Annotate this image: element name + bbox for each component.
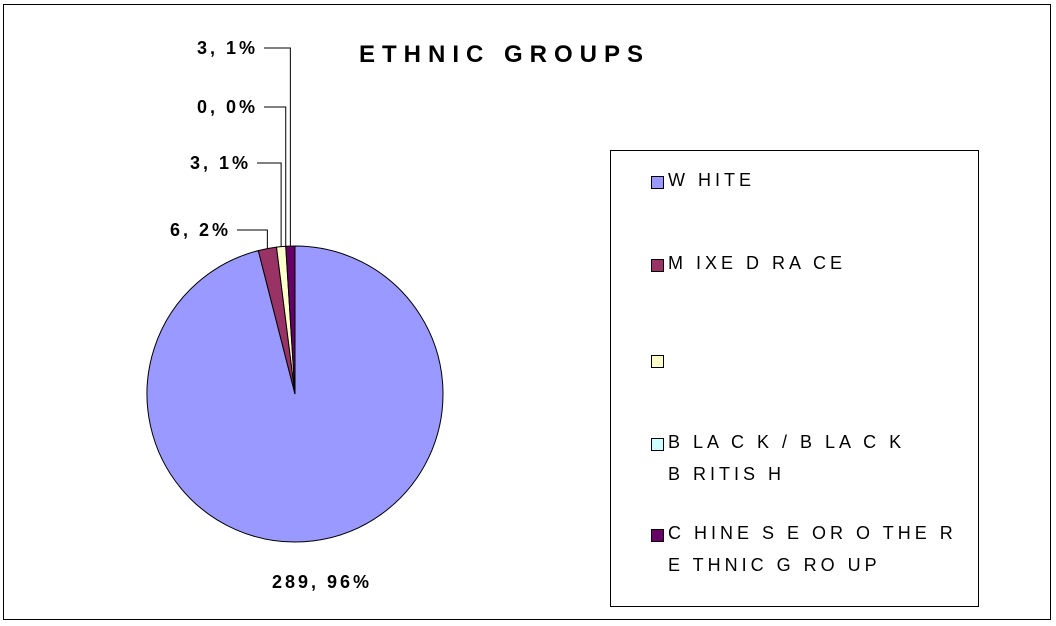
leader-line-black-british: [264, 106, 287, 247]
legend-label-black-british: B LA C K / B LA C K B RITIS H: [668, 432, 906, 484]
legend-label-mixed-race: M IXE D RA CE: [668, 253, 847, 273]
legend-swatch-unlabeled: [651, 355, 664, 368]
chart-title: ETHNIC GROUPS: [359, 41, 651, 68]
legend-label-white: W HITE: [668, 170, 755, 190]
legend-swatch-chinese-other: [651, 529, 664, 542]
legend-item-unlabeled: [651, 350, 968, 368]
legend-item-mixed-race: M IXE D RA CE: [651, 253, 968, 279]
data-label-chinese-other: 3, 1%: [197, 38, 258, 58]
legend-swatch-black-british: [651, 438, 664, 451]
legend-label-chinese-other: C HINE S E OR O THE R E THNIC G RO UP: [668, 523, 957, 575]
pie-chart: 289, 96% 6, 2% 3, 1% 0, 0% 3, 1%: [146, 38, 444, 592]
legend: W HITE M IXE D RA CE B LA C K / B LA C K…: [610, 150, 979, 607]
legend-item-chinese-other: C HINE S E OR O THE R E THNIC G RO UP: [651, 523, 978, 581]
legend-swatch-mixed-race: [651, 259, 664, 272]
data-label-white: 289, 96%: [272, 572, 372, 592]
data-label-black-british: 0, 0%: [197, 97, 258, 117]
leader-line-unlabeled: [257, 162, 282, 247]
data-label-unlabeled: 3, 1%: [190, 153, 251, 173]
legend-item-white: W HITE: [651, 170, 968, 196]
leader-line-chinese-other: [264, 47, 291, 247]
chart-frame: ETHNIC GROUPS 289, 96% 6, 2% 3, 1% 0, 0% 3, …: [3, 4, 1051, 620]
legend-item-black-british: B LA C K / B LA C K B RITIS H: [651, 432, 928, 490]
legend-swatch-white: [651, 176, 664, 189]
data-label-mixed-race: 6, 2%: [170, 220, 231, 240]
leader-line-mixed-race: [237, 229, 268, 249]
